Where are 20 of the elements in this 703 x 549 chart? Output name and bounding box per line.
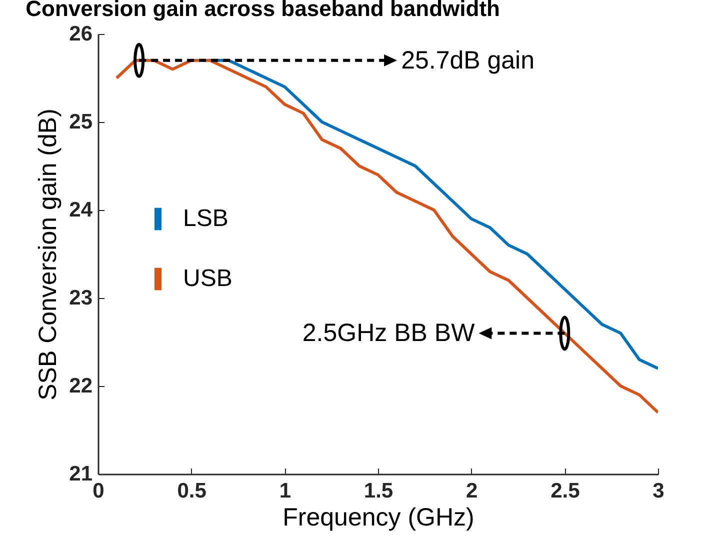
y-tick-label: 23 [69,286,92,310]
y-axis-title: SSB Conversion gain (dB) [34,108,62,400]
annotation: 25.7dB gain [401,46,535,74]
y-tick-label: 22 [69,374,92,398]
legend-label: LSB [183,205,228,232]
x-tick-label: 2.5 [550,480,580,502]
x-tick-label: 3 [652,480,664,502]
x-tick-label: 1 [279,480,292,502]
x-tick-label: 1.5 [364,480,394,502]
y-tick-label: 24 [69,198,93,222]
annotation: 2.5GHz BB BW [302,319,476,348]
y-tick-label: 25 [69,110,93,134]
x-axis-title: Frequency (GHz) [282,504,474,532]
x-tick-label: 0.5 [177,480,207,502]
x-tick-label: 0 [92,480,104,502]
legend-label: USB [183,265,232,292]
chart-title: Conversion gain across baseband bandwidth [26,0,500,21]
y-tick-label: 21 [69,462,93,486]
y-tick-label: 26 [69,22,92,46]
x-tick-label: 2 [466,480,478,502]
